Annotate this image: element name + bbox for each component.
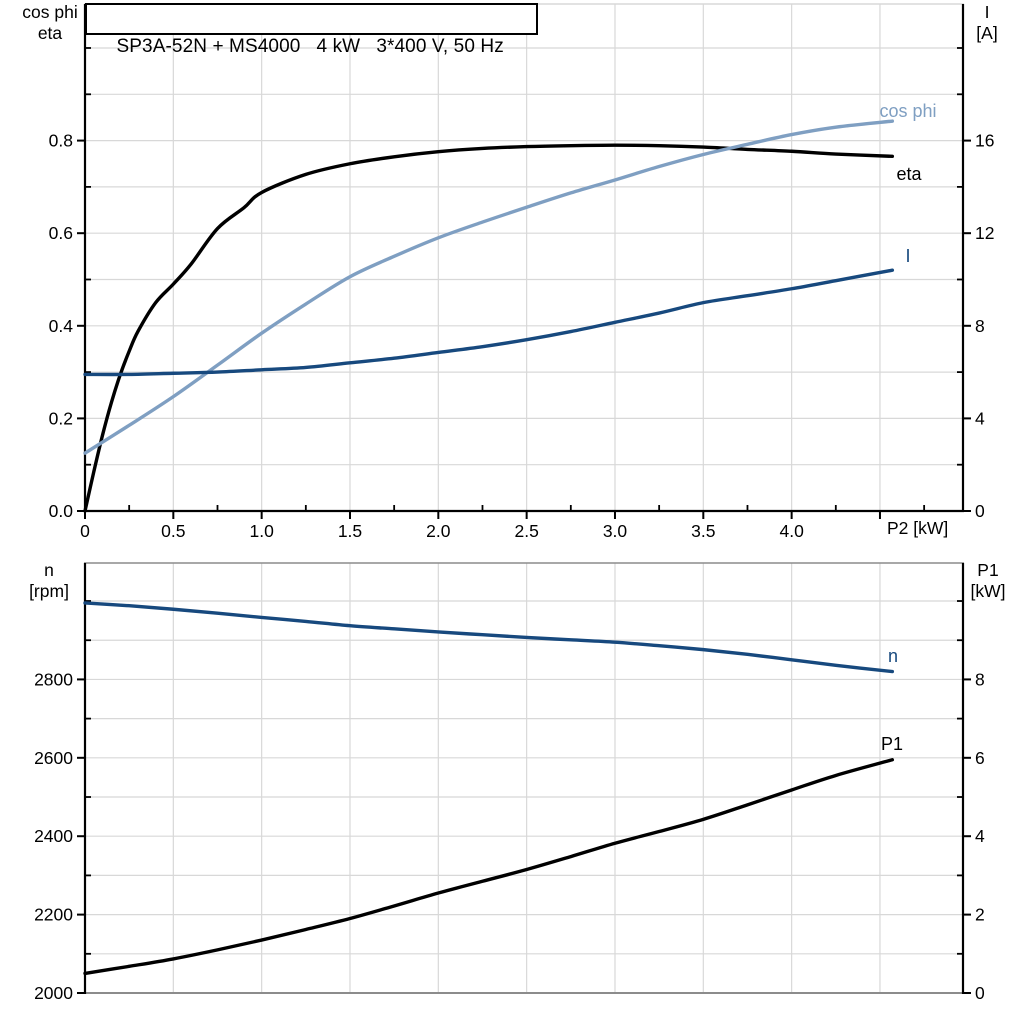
left-tick-label: 2800 [34, 669, 73, 689]
input-power-axis-unit: [kW] [970, 581, 1006, 601]
chart-title: SP3A-52N + MS4000 4 kW 3*400 V, 50 Hz [116, 36, 504, 57]
top-right-axis-title: I [A] [957, 2, 1017, 44]
x-tick-label: 2.5 [514, 521, 538, 541]
P1-curve-label: P1 [881, 734, 903, 754]
cos-phi-axis-label: cos phi [22, 2, 78, 22]
n-curve [83, 601, 895, 674]
left-tick-label: 0.2 [49, 408, 73, 428]
left-tick-label: 2000 [34, 983, 73, 1003]
x-tick-label: 1.5 [338, 521, 362, 541]
speed-axis-unit: [rpm] [29, 581, 69, 601]
x-tick-label: 3.5 [691, 521, 715, 541]
x-tick-label: 3.0 [603, 521, 628, 541]
left-tick-label: 2200 [34, 905, 73, 925]
P1-curve [83, 758, 895, 976]
right-tick-label: 2 [975, 905, 985, 925]
x-tick-label: 2.0 [426, 521, 451, 541]
right-tick-label: 4 [975, 408, 985, 428]
left-tick-label: 0.8 [49, 131, 73, 151]
cos-phi-curve [83, 119, 895, 455]
right-tick-label: 6 [975, 748, 985, 768]
bottom-right-axis-title: P1 [kW] [956, 560, 1020, 602]
left-tick-label: 0.0 [49, 501, 74, 521]
x-tick-label: 0 [80, 521, 90, 541]
current-axis-label: I [984, 2, 990, 22]
left-tick-label: 2400 [34, 826, 73, 846]
bottom-left-axis-title: n [rpm] [9, 560, 89, 602]
input-power-axis-label: P1 [977, 560, 999, 580]
chart-title-box: SP3A-52N + MS4000 4 kW 3*400 V, 50 Hz [85, 3, 538, 57]
eta-curve [83, 143, 895, 513]
right-tick-label: 12 [975, 223, 994, 243]
eta-axis-label: eta [37, 23, 63, 43]
top-left-axis-title: cos phi eta [10, 2, 90, 44]
left-tick-label: 0.6 [49, 223, 73, 243]
right-tick-label: 0 [975, 501, 985, 521]
right-tick-label: 4 [975, 826, 985, 846]
left-tick-label: 0.4 [49, 316, 74, 336]
right-tick-label: 8 [975, 316, 985, 336]
right-tick-label: 0 [975, 983, 985, 1003]
right-tick-label: 16 [975, 131, 994, 151]
left-tick-label: 2600 [34, 748, 73, 768]
x-tick-label: 1.0 [249, 521, 274, 541]
x-tick-label: 4.0 [779, 521, 804, 541]
I-curve-label: I [905, 246, 910, 266]
right-tick-label: 8 [975, 669, 985, 689]
eta-curve-label: eta [896, 164, 922, 184]
speed-axis-label: n [44, 560, 54, 580]
x-axis-title: P2 [kW] [887, 518, 948, 538]
top-chart-cosphi-eta-current: 0.0 0.2 0.4 0.6 0.8 0 4 8 12 16 0 0.5 1.0 1.5 2.0 2.5 3.… [49, 3, 994, 541]
current-axis-unit: [A] [976, 23, 998, 43]
cos-phi-curve-label: cos phi [879, 101, 936, 121]
I-curve [83, 268, 895, 377]
bottom-chart-speed-power: 2000 2200 2400 2600 2800 0 2 4 6 8 n P1 [34, 562, 985, 1003]
n-curve-label: n [888, 646, 898, 666]
x-tick-label: 0.5 [161, 521, 185, 541]
